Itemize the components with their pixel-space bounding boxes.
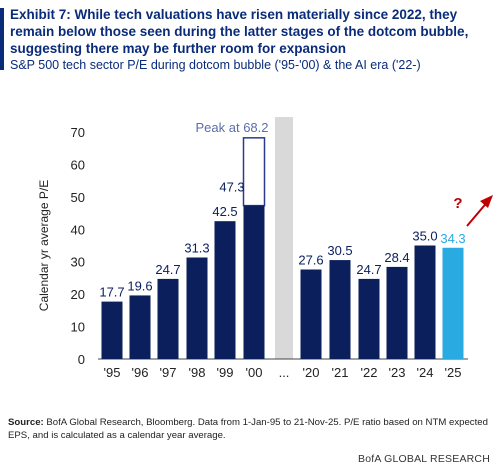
bar-value-label: 34.3 <box>440 231 465 246</box>
x-tick-label: '99 <box>217 365 234 380</box>
source-label: Source: <box>8 417 44 428</box>
x-tick-label: '22 <box>361 365 378 380</box>
bar <box>386 266 408 359</box>
chart-title: Exhibit 7: While tech valuations have ri… <box>10 7 469 56</box>
bar-value-label: 42.5 <box>212 204 237 219</box>
bar <box>300 269 322 359</box>
bar-value-label: 19.6 <box>127 278 152 293</box>
bar <box>129 295 151 359</box>
brand-footer: BofA GLOBAL RESEARCH <box>358 453 490 465</box>
bar-value-label: 24.7 <box>356 262 381 277</box>
title-accent-bar <box>0 8 4 70</box>
trend-arrow-head <box>480 195 493 208</box>
axis-break-band <box>275 117 293 359</box>
source-note: Source: BofA Global Research, Bloomberg.… <box>8 416 494 442</box>
x-tick-label: '98 <box>189 365 206 380</box>
bar-value-label: 27.6 <box>298 252 323 267</box>
x-tick-label: '95 <box>104 365 121 380</box>
y-tick-label: 20 <box>71 287 85 302</box>
y-axis-label: Calendar yr average P/E <box>37 180 51 311</box>
bar <box>214 221 236 359</box>
y-tick-label: 40 <box>71 222 85 237</box>
y-tick-label: 10 <box>71 320 85 335</box>
bar <box>186 257 208 359</box>
x-tick-label: '24 <box>417 365 434 380</box>
chart-subtitle: S&P 500 tech sector P/E during dotcom bu… <box>10 58 421 72</box>
y-tick-label: 30 <box>71 255 85 270</box>
bar <box>101 301 123 359</box>
x-tick-label: '25 <box>445 365 462 380</box>
x-tick-label: '21 <box>332 365 349 380</box>
bar <box>442 247 464 359</box>
bar <box>243 205 265 359</box>
bar-value-label: 47.3 <box>219 180 244 195</box>
bar <box>358 278 380 359</box>
x-tick-label: ... <box>279 365 290 380</box>
peak-outline-bar <box>242 137 266 207</box>
bar <box>157 278 179 359</box>
x-tick-label: '96 <box>132 365 149 380</box>
x-tick-label: '20 <box>303 365 320 380</box>
x-tick-label: '00 <box>246 365 263 380</box>
x-tick-label: '23 <box>389 365 406 380</box>
bar <box>329 260 351 359</box>
source-text: BofA Global Research, Bloomberg. Data fr… <box>8 417 488 441</box>
x-tick-label: '97 <box>160 365 177 380</box>
bar-value-label: 35.0 <box>412 229 437 244</box>
y-tick-label: 70 <box>71 125 85 140</box>
y-tick-label: 50 <box>71 190 85 205</box>
y-tick-label: 60 <box>71 157 85 172</box>
question-annotation: ? <box>453 195 462 212</box>
bar-value-label: 30.5 <box>327 243 352 258</box>
bar <box>414 245 436 359</box>
peak-label: Peak at 68.2 <box>196 120 269 135</box>
y-tick-label: 0 <box>78 352 85 367</box>
bar-value-label: 31.3 <box>184 240 209 255</box>
bar-value-label: 24.7 <box>155 262 180 277</box>
bar-value-label: 17.7 <box>99 285 124 300</box>
bar-value-label: 28.4 <box>384 250 409 265</box>
